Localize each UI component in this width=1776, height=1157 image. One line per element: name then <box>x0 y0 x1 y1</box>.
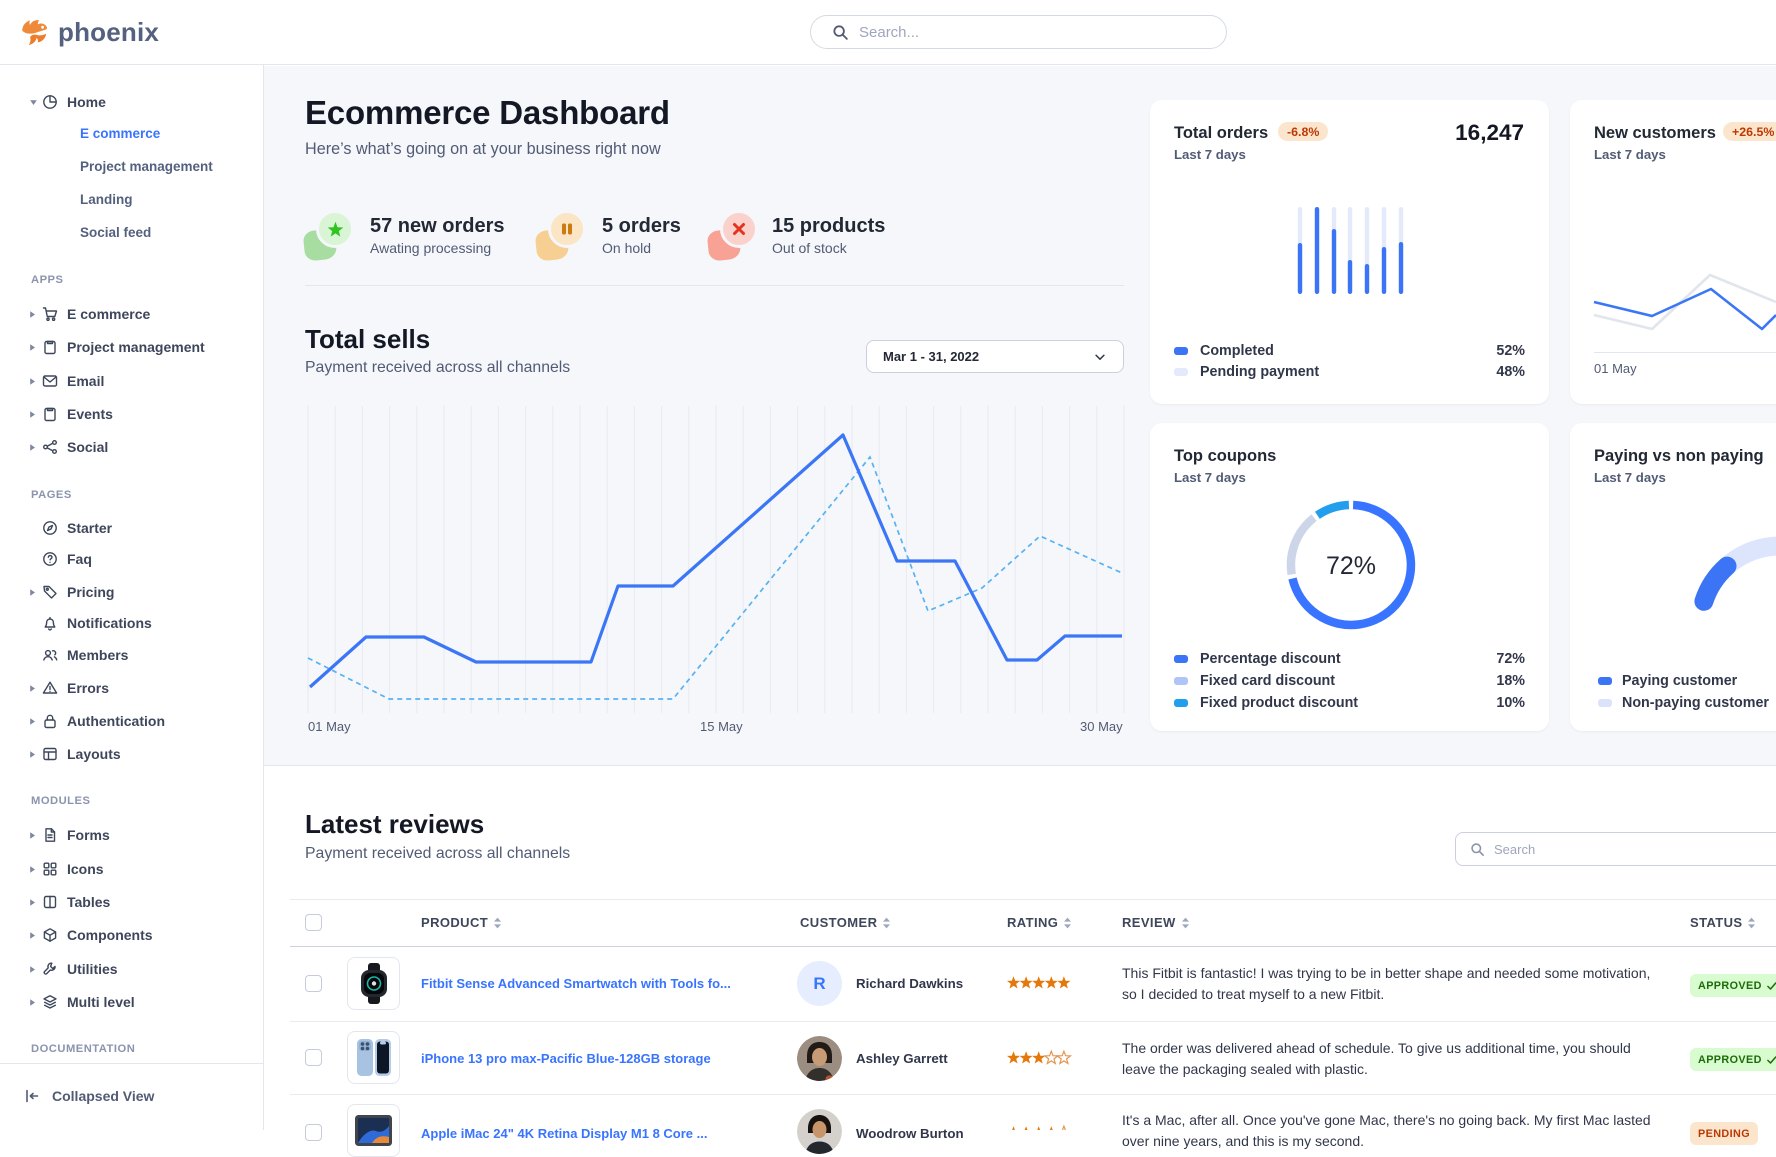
svg-text:72%: 72% <box>1326 552 1376 580</box>
